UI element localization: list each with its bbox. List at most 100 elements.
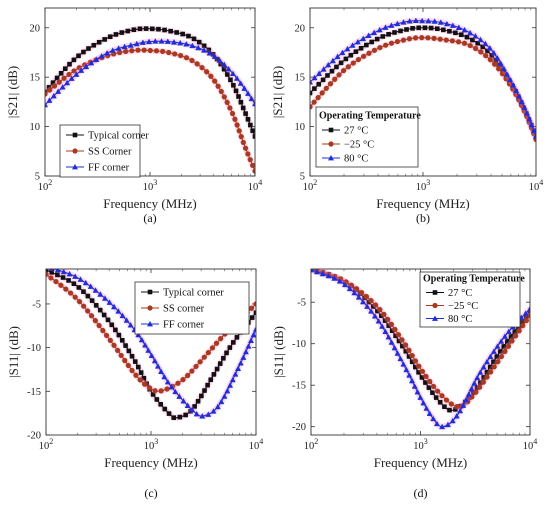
data-point	[152, 38, 159, 44]
data-point	[56, 79, 62, 85]
data-point	[523, 317, 529, 324]
data-point	[180, 398, 187, 404]
series-c-2	[46, 269, 256, 420]
legend-marker	[72, 148, 78, 154]
data-point	[224, 99, 230, 106]
data-point	[518, 98, 525, 105]
data-point	[521, 104, 528, 110]
data-point	[311, 99, 317, 105]
data-point	[435, 388, 441, 394]
data-point	[363, 293, 370, 300]
data-point	[419, 375, 425, 380]
y-tick-label: -5	[32, 299, 41, 310]
data-point	[245, 343, 252, 349]
data-point	[113, 327, 118, 333]
data-point	[247, 157, 253, 163]
data-point	[148, 352, 155, 359]
data-point	[105, 317, 111, 323]
legend-marker	[432, 315, 438, 321]
data-point	[67, 61, 72, 67]
legend-marker	[328, 155, 334, 161]
legend-entry: FF corner	[163, 320, 205, 331]
data-point	[50, 92, 57, 99]
data-point	[349, 42, 356, 48]
data-point	[189, 42, 196, 49]
data-point	[218, 398, 225, 405]
data-point	[494, 343, 501, 349]
data-point	[201, 43, 207, 49]
data-point	[522, 310, 529, 316]
data-point	[66, 270, 73, 277]
data-point	[325, 272, 332, 279]
data-point	[334, 53, 341, 60]
panel-a: 5 10 15 20 102 103 104 Frequency (MHz) |S21| (dB…	[5, 7, 262, 225]
data-point	[388, 40, 395, 46]
data-point	[403, 348, 409, 354]
data-point	[471, 390, 476, 396]
x-tick-label: 102	[303, 178, 318, 193]
legend-entry: 80 °C	[448, 314, 472, 325]
x-axis-label: Frequency (MHz)	[103, 196, 197, 211]
data-point	[447, 407, 452, 413]
legend-title: Operating Temperature	[319, 111, 421, 122]
data-point	[422, 25, 428, 31]
data-point	[392, 326, 398, 333]
data-point	[358, 289, 365, 296]
data-point	[225, 72, 230, 77]
plot-frame	[309, 7, 537, 177]
data-point	[152, 388, 158, 394]
data-point	[396, 338, 402, 344]
data-point	[500, 65, 507, 72]
data-point	[61, 75, 67, 81]
data-point	[199, 64, 205, 71]
data-point	[192, 404, 197, 409]
data-point	[189, 57, 195, 64]
data-point	[252, 168, 255, 174]
data-point	[86, 46, 91, 51]
data-point	[168, 28, 173, 34]
legend-marker	[147, 321, 153, 327]
legend: Operating Temperature 27 °C −25 °C 80 °C	[419, 271, 525, 328]
y-tick-label: 20	[30, 23, 41, 34]
data-point	[386, 323, 391, 328]
data-point	[443, 20, 450, 27]
data-point	[88, 313, 95, 319]
data-point	[499, 71, 506, 77]
data-point	[55, 272, 60, 278]
data-point	[119, 30, 125, 35]
data-point	[348, 52, 354, 58]
data-point	[62, 66, 68, 72]
series-line	[45, 28, 255, 137]
data-point	[478, 380, 483, 385]
data-point	[142, 342, 149, 348]
data-point	[160, 48, 166, 54]
data-point	[142, 381, 148, 387]
data-point	[457, 407, 464, 414]
data-point	[248, 305, 255, 311]
data-point	[375, 318, 382, 324]
data-point	[196, 39, 202, 45]
legend-entry: SS Corner	[88, 147, 132, 158]
data-point	[447, 28, 452, 34]
data-point	[138, 370, 144, 375]
data-point	[119, 338, 125, 343]
data-point	[497, 60, 504, 66]
data-point	[368, 308, 375, 314]
data-point	[71, 57, 77, 63]
data-point	[60, 269, 67, 275]
data-point	[487, 353, 494, 360]
x-tick-label: 102	[38, 178, 53, 193]
data-point	[462, 396, 469, 403]
data-point	[103, 332, 110, 339]
data-point	[252, 100, 255, 107]
x-tick-label: 102	[39, 437, 54, 452]
data-point	[523, 314, 529, 320]
data-point	[253, 326, 256, 332]
data-point	[492, 61, 498, 67]
data-point	[135, 47, 141, 53]
plot-frame	[310, 268, 531, 436]
data-point	[101, 295, 108, 301]
data-point	[195, 398, 201, 404]
y-tick-label: 5	[300, 172, 305, 183]
data-point	[410, 26, 415, 31]
